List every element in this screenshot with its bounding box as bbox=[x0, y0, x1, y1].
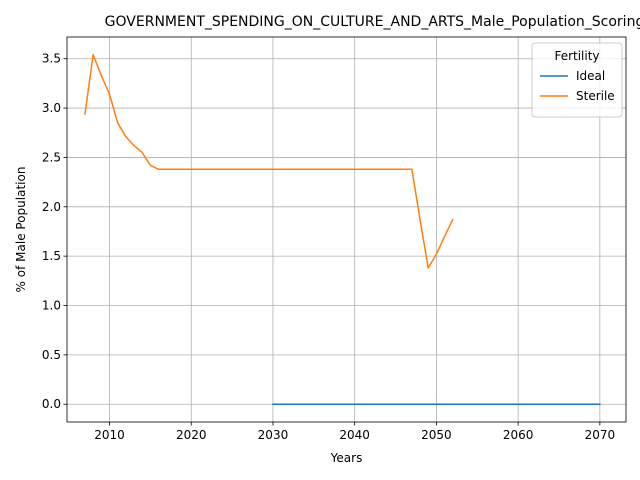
legend: Fertility Ideal Sterile bbox=[531, 42, 623, 118]
x-tick-label: 2070 bbox=[585, 428, 616, 442]
legend-label-sterile: Sterile bbox=[576, 89, 615, 103]
y-tick-label: 0.5 bbox=[42, 348, 61, 362]
series-lines bbox=[84, 54, 601, 405]
series-line-sterile bbox=[84, 54, 454, 269]
x-tick-label: 2050 bbox=[421, 428, 452, 442]
y-axis-label: % of Male Population bbox=[14, 167, 28, 293]
y-tick-label: 2.5 bbox=[42, 150, 61, 164]
x-tick-label: 2040 bbox=[339, 428, 370, 442]
tick-labels: 2010 2020 2030 2040 2050 2060 2070 0.0 0.5 1.0 1.5… bbox=[42, 52, 615, 442]
y-tick-label: 1.0 bbox=[42, 299, 61, 313]
chart-title: GOVERNMENT_SPENDING_ON_CULTURE_AND_ARTS_… bbox=[105, 14, 640, 30]
legend-entries: Ideal Sterile bbox=[540, 69, 615, 103]
y-tick-label: 3.5 bbox=[42, 52, 61, 66]
y-tick-label: 1.5 bbox=[42, 249, 61, 263]
legend-label-ideal: Ideal bbox=[576, 69, 605, 83]
y-tick-label: 2.0 bbox=[42, 200, 61, 214]
x-tick-label: 2010 bbox=[94, 428, 125, 442]
y-tick-label: 3.0 bbox=[42, 101, 61, 115]
x-tick-label: 2060 bbox=[503, 428, 534, 442]
x-tick-label: 2020 bbox=[176, 428, 207, 442]
x-tick-label: 2030 bbox=[258, 428, 289, 442]
legend-title: Fertility bbox=[554, 49, 599, 63]
grid bbox=[67, 37, 626, 422]
axes bbox=[63, 58, 601, 426]
y-tick-label: 0.0 bbox=[42, 397, 61, 411]
legend-box bbox=[531, 42, 623, 118]
plot-frame bbox=[66, 36, 627, 423]
x-axis-label: Years bbox=[330, 451, 363, 465]
